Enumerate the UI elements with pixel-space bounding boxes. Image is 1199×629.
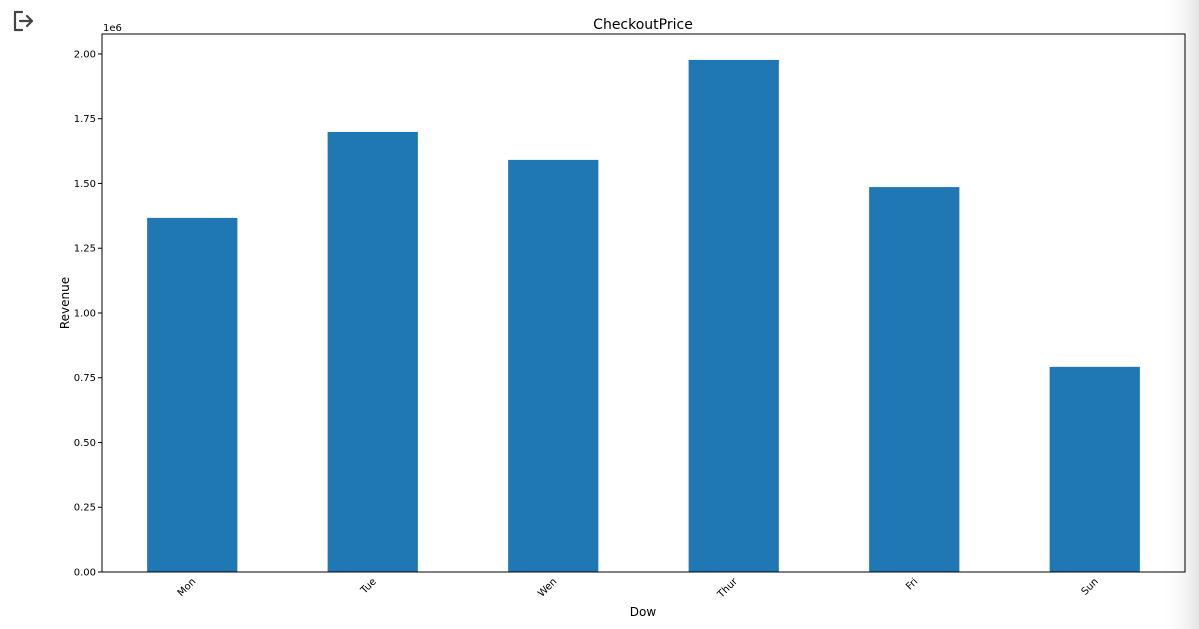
x-axis-label: Dow <box>630 605 657 619</box>
scroll-shadow <box>1160 0 1199 629</box>
bar <box>508 159 599 573</box>
x-tick-label: Mon <box>176 576 199 599</box>
offset-text: 1e6 <box>103 23 122 34</box>
bar <box>147 217 238 572</box>
x-tick-label: Fri <box>904 576 920 592</box>
x-tick-label: Tue <box>358 576 379 597</box>
exit-glyph[interactable] <box>13 10 34 32</box>
y-tick-label: 0.00 <box>74 568 96 579</box>
bar <box>869 187 960 573</box>
y-tick-label: 0.75 <box>74 373 96 384</box>
axes-frame <box>101 33 1186 573</box>
y-tick-label: 0.25 <box>74 503 96 514</box>
y-tick-label: 2.00 <box>74 49 96 60</box>
y-tick-label: 1.75 <box>74 114 96 125</box>
y-tick-label: 0.50 <box>74 438 96 449</box>
x-tick-label: Wen <box>536 576 559 599</box>
bar <box>1049 366 1140 572</box>
plot-area: 0.00 0.25 0.50 0.75 1.00 1.25 1.50 1.75 2.00 Mon T… <box>74 49 1140 601</box>
x-tick-label: Thur <box>715 576 740 601</box>
bar <box>688 59 779 572</box>
x-tick-label: Sun <box>1080 576 1101 597</box>
y-tick-label: 1.50 <box>74 179 96 190</box>
y-tick-label: 1.00 <box>74 308 96 319</box>
y-axis-label: Revenue <box>58 277 72 329</box>
exit-icon[interactable] <box>13 10 34 32</box>
bar <box>327 131 418 573</box>
y-tick-label: 1.25 <box>74 244 96 255</box>
chart-title: CheckoutPrice <box>593 17 693 33</box>
